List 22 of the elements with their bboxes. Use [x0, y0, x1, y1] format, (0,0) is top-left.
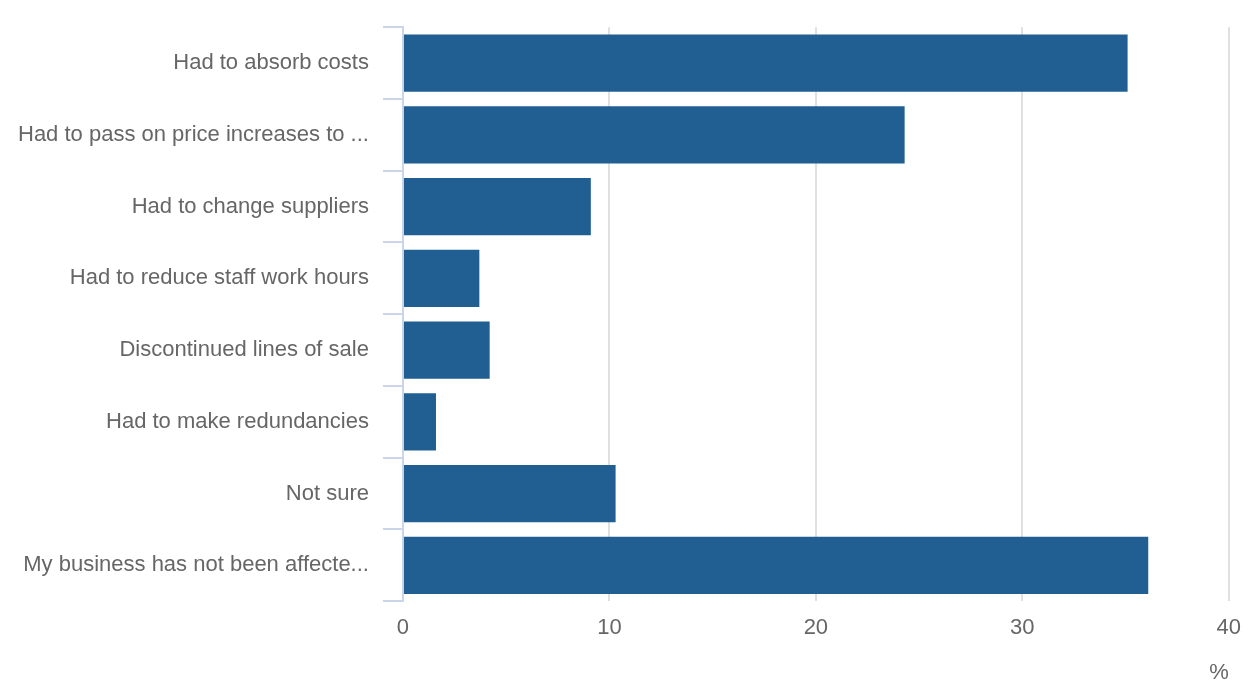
y-tick-label: Had to change suppliers [131, 192, 369, 218]
y-tick-label: My business has not been affecte... [23, 551, 369, 577]
y-tick-label: Not sure [285, 479, 369, 505]
x-tick-label: 20 [803, 614, 829, 640]
bar [403, 536, 1149, 595]
bar [403, 464, 616, 523]
bar [403, 106, 905, 164]
x-tick-label: 10 [597, 614, 622, 640]
y-tick-label: Had to pass on price increases to ... [17, 120, 369, 146]
y-tick-label: Had to reduce staff work hours [69, 264, 369, 290]
x-tick-label: 40 [1216, 614, 1242, 640]
bar [403, 321, 490, 379]
x-tick-label: 0 [396, 614, 410, 640]
bar [403, 249, 480, 308]
bar [403, 34, 1128, 92]
x-axis-title: % [1209, 658, 1229, 684]
bar [403, 177, 591, 236]
y-tick-label: Had to absorb costs [173, 49, 369, 75]
x-tick-label: 30 [1010, 614, 1035, 640]
y-tick-label: Discontinued lines of sale [119, 336, 369, 362]
bar [403, 393, 436, 451]
y-tick-label: Had to make redundancies [106, 407, 369, 433]
